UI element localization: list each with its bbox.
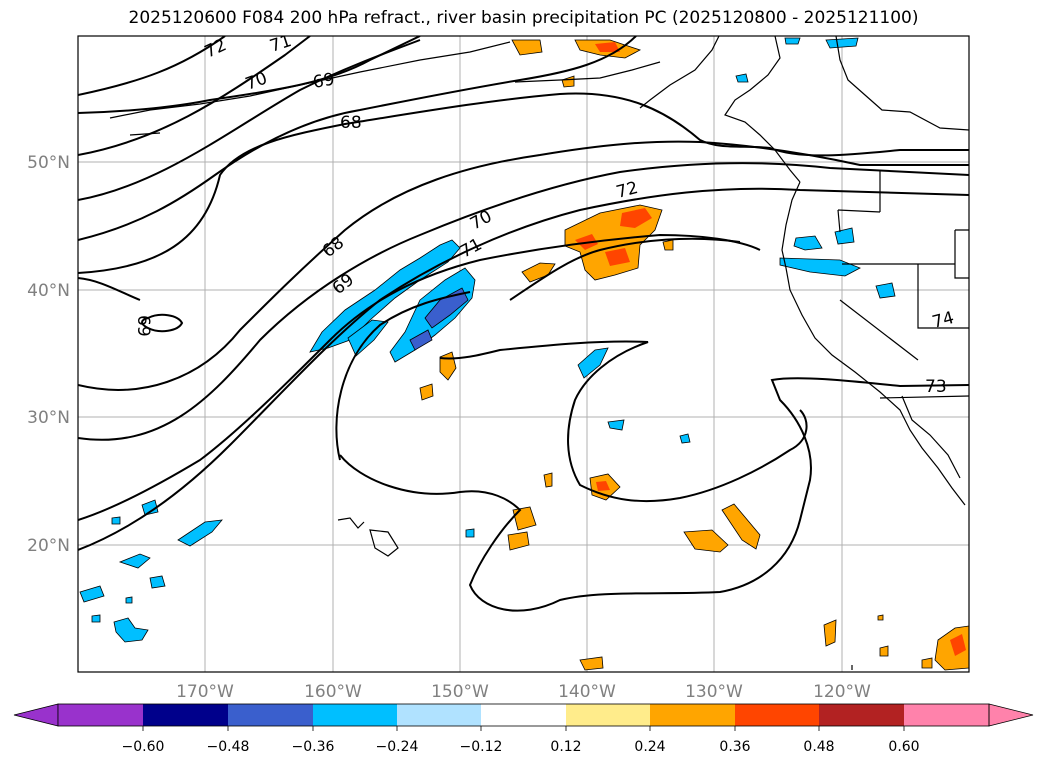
latitude-axis: 50°N 40°N 30°N 20°N [27, 153, 70, 556]
positive-anomaly-area [521, 262, 556, 283]
negative-anomaly-area [141, 499, 159, 516]
colorbar-segment [650, 704, 735, 726]
colorbar-segment [566, 704, 650, 726]
colorbar-tick-label: 0.12 [550, 739, 581, 755]
colorbar-segment [397, 704, 481, 726]
negative-anomaly-area [875, 282, 896, 299]
longitude-axis: 170°W 160°W 150°W 140°W 130°W 120°W [176, 682, 871, 702]
colorbar-segment [735, 704, 819, 726]
positive-anomaly-area [823, 619, 837, 647]
colorbar-tick-label: −0.24 [376, 739, 419, 755]
colorbar-segment [904, 704, 989, 726]
lon-tick-label: 120°W [813, 682, 871, 702]
contour-label: 68 [340, 113, 362, 133]
positive-anomaly-area [511, 39, 543, 56]
positive-anomaly-area [507, 531, 530, 551]
positive-anomaly-core [605, 248, 630, 266]
lat-tick-label: 20°N [27, 536, 70, 556]
lon-tick-label: 160°W [304, 682, 362, 702]
lon-tick-label: 130°W [685, 682, 743, 702]
refractivity-contours [78, 36, 969, 612]
negative-anomaly-area [113, 617, 149, 643]
colorbar-tick-label: −0.12 [460, 739, 503, 755]
colorbar-tick-label: −0.48 [207, 739, 250, 755]
colorbar-tick-label: 0.36 [719, 739, 750, 755]
lat-tick-label: 30°N [27, 408, 70, 428]
negative-anomaly-area [793, 235, 823, 251]
lon-tick-label: 140°W [558, 682, 616, 702]
contour-label: 69 [133, 315, 153, 337]
positive-anomaly-area [721, 503, 761, 550]
colorbar-tick-label: −0.60 [122, 739, 165, 755]
contour-label: 71 [267, 31, 294, 57]
negative-anomaly-area [607, 419, 625, 431]
colorbar-segment [481, 704, 566, 726]
positive-anomaly-core [950, 634, 966, 656]
negative-anomaly-area [111, 516, 121, 525]
lon-tick-label: 170°W [176, 682, 234, 702]
positive-anomaly-area [561, 75, 575, 88]
negative-anomaly-area [779, 257, 861, 277]
positive-anomaly-area [879, 645, 889, 657]
negative-anomaly-area [91, 614, 101, 623]
colorbar-tick-label: 0.24 [634, 739, 665, 755]
contour-label: 73 [925, 377, 947, 397]
negative-anomaly-area [825, 37, 859, 49]
positive-anomaly-area [683, 529, 729, 553]
positive-anomaly-area [579, 656, 604, 671]
positive-anomaly-area [662, 239, 674, 251]
colorbar-tick-label: 0.48 [803, 739, 834, 755]
colorbar-frame [57, 703, 990, 727]
negative-anomaly-area [125, 596, 133, 604]
positive-anomaly-area [543, 472, 553, 488]
colorbar-segment [228, 704, 313, 726]
contour-label: 69 [311, 69, 336, 92]
negative-anomaly-core [409, 329, 433, 351]
lon-tick-label: 150°W [431, 682, 489, 702]
colorbar-segment [313, 704, 397, 726]
colorbar: −0.60 −0.48 −0.36 −0.24 −0.12 0.12 0.24 … [13, 703, 1034, 755]
negative-anomaly-area [735, 73, 749, 83]
positive-anomaly-core [595, 42, 620, 52]
positive-anomaly-area [877, 614, 884, 621]
negative-anomaly-area [784, 37, 801, 45]
positive-anomaly-area [921, 657, 933, 669]
map-frame-bg [78, 36, 969, 672]
colorbar-segment [58, 704, 143, 726]
negative-anomaly-area [577, 347, 609, 379]
positive-anomaly-area [419, 383, 434, 401]
positive-anomaly-core [596, 481, 610, 491]
colorbar-min-extend [13, 703, 59, 727]
negative-anomaly-core [424, 287, 469, 329]
colorbar-tick-label: −0.36 [292, 739, 335, 755]
colorbar-segment [143, 704, 228, 726]
positive-anomaly-core [620, 208, 652, 228]
negative-anomaly-area [149, 575, 166, 589]
negative-anomaly-area [679, 433, 691, 444]
colorbar-tick-label: 0.60 [888, 739, 919, 755]
negative-anomaly-area [465, 528, 475, 538]
negative-anomaly-area [177, 519, 223, 547]
negative-anomaly-area [118, 553, 151, 569]
lat-tick-label: 40°N [27, 281, 70, 301]
map-title: 2025120600 F084 200 hPa refract., river … [128, 8, 919, 28]
lat-tick-label: 50°N [27, 153, 70, 173]
colorbar-max-extend [988, 703, 1034, 727]
map-frame [77, 35, 970, 673]
negative-anomaly-area [79, 585, 105, 603]
positive-anomaly-area [512, 506, 537, 531]
colorbar-segment [819, 704, 904, 726]
